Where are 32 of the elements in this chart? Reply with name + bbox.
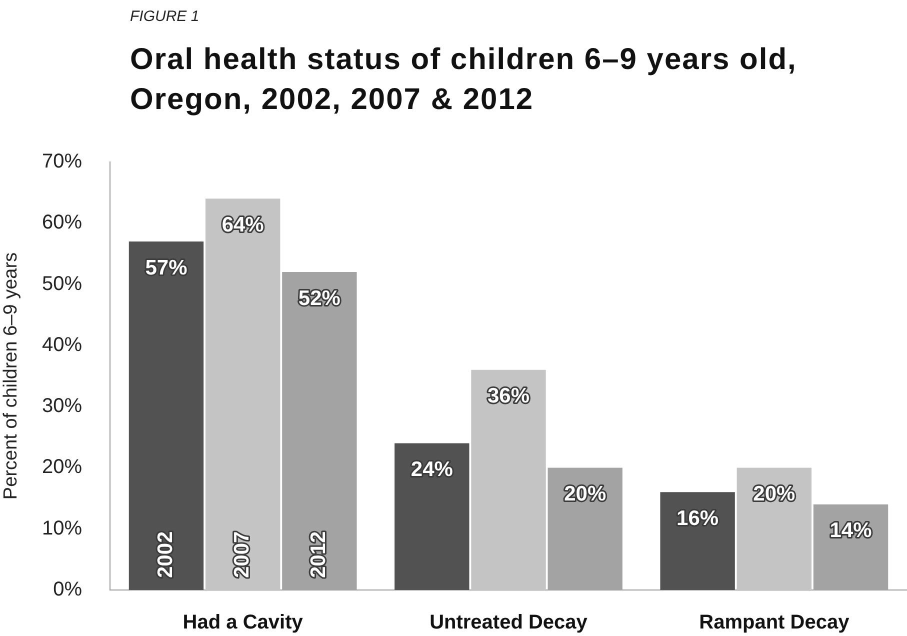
y-tick-label: 60% [42,212,82,234]
data-label: 36% [487,384,530,408]
y-tick-label: 70% [42,150,82,173]
x-tick-label: Rampant Decay [699,612,850,634]
y-tick-label: 20% [42,456,82,478]
bar [660,492,735,590]
chart-title: Oral health status of children 6–9 years old, Oregon, 2002, 2007 & 2012 [130,42,798,118]
bar [736,468,812,590]
x-tick-label: Had a Cavity [182,612,304,634]
series-label: 2012 [307,531,330,578]
data-label: 64% [222,213,264,236]
data-label: 24% [410,458,454,482]
series-label: 2007 [230,531,254,578]
data-label: 14% [830,519,872,542]
y-tick-label: 0% [53,578,82,601]
x-tick-label: Untreated Decay [430,612,588,634]
bar [394,443,470,590]
data-label: 20% [564,482,606,506]
bar [205,198,280,590]
y-tick-label: 30% [42,395,82,418]
data-label: 57% [145,256,188,280]
bar [471,370,546,590]
data-label: 52% [298,286,341,310]
data-label: 20% [753,482,796,506]
data-label: 16% [676,506,719,530]
y-axis-title: Percent of children 6–9 years [0,252,22,500]
caption: FIGURE 1 [130,8,200,25]
y-tick-label: 10% [42,517,82,540]
y-tick-label: 40% [42,334,82,356]
y-tick-label: 50% [42,272,82,295]
series-label: 2002 [154,531,178,578]
bar [128,241,204,590]
